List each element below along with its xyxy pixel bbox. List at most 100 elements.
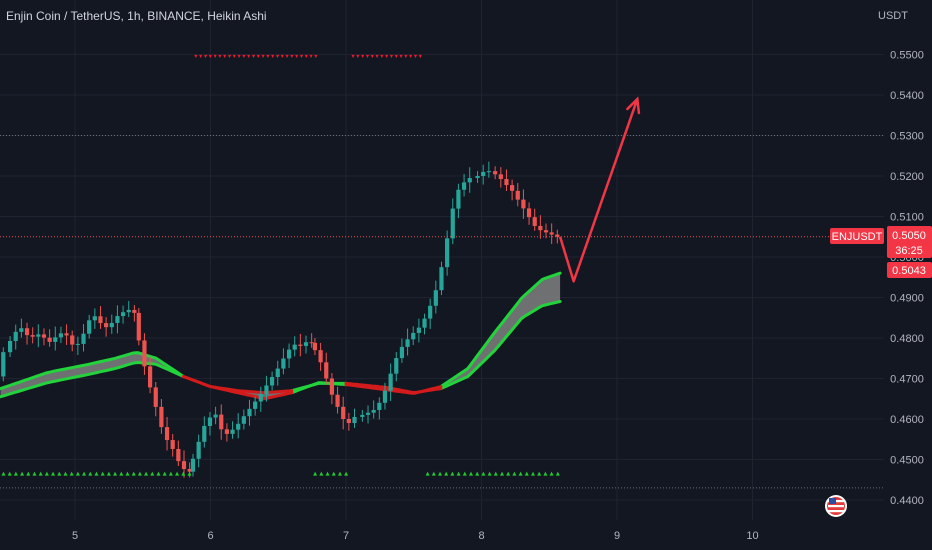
candle-body [526,208,532,218]
buy-signal-marker [13,471,18,476]
buy-signal-marker [57,471,62,476]
sell-signal-marker [356,54,360,59]
buy-signal-marker [313,471,318,476]
candle-body [190,458,196,472]
candle-body [543,230,549,233]
buy-signal-marker [487,471,492,476]
buy-signal-marker [462,471,467,476]
sell-signal-marker [199,54,203,59]
buy-signal-marker [26,471,31,476]
sell-signal-marker [194,54,198,59]
candle-body [41,334,47,338]
candle-body [53,337,58,342]
candle-body [281,358,286,369]
candle-body [510,185,515,191]
sell-signal-marker [251,54,256,59]
candle-body [341,406,346,419]
chart-grid [0,0,884,520]
candle-body [36,334,41,337]
secondary-price-tag: 0.5043 [887,262,932,278]
horizontal-levels [0,135,884,489]
sell-signal-marker [299,54,304,59]
candle-body [75,343,80,345]
buy-signal-marker [38,471,43,476]
candle-body [371,409,376,413]
buy-signal-marker [549,471,554,476]
candle-body [92,316,97,321]
sell-signal-marker [275,54,280,59]
candle-body [148,366,153,388]
buy-signal-marker [162,471,167,476]
candle-body [422,318,427,328]
ma-ribbon [0,271,562,401]
candle-body [126,309,131,313]
candle-body [335,394,340,407]
candle-body [456,189,461,209]
candle-body [292,344,297,350]
sell-signal-marker [380,54,384,59]
sell-signal-marker [409,54,413,59]
sell-signal-marker [271,54,275,59]
price-tick-label: 0.5300 [890,131,924,143]
candle-body [136,312,141,341]
candle-body [230,429,235,434]
price-tick-label: 0.4800 [890,333,924,345]
buy-signal-marker [187,471,192,476]
price-axis[interactable]: 0.55000.54000.53000.52000.51000.50000.49… [890,50,924,508]
candle-body [498,174,503,180]
buy-signal-marker [468,471,473,476]
buy-signal-marker [1,471,6,476]
price-tick-label: 0.4900 [890,293,924,305]
buy-signal-marker [125,471,130,476]
buy-signal-marker [493,471,498,476]
candle-body [170,440,175,449]
sell-signal-marker [418,54,422,59]
sell-signal-marker [213,54,217,59]
buy-signal-marker [499,471,504,476]
buy-signal-marker [506,471,511,476]
sell-signal-marker [314,54,318,59]
candle-body [19,328,24,332]
sell-signal-marker [385,54,389,59]
candles [1,161,560,478]
chart-title: Enjin Coin / TetherUS, 1h, BINANCE, Heik… [6,9,267,23]
candle-body [433,290,438,306]
candle-body [236,423,241,430]
sell-signal-marker [304,54,308,59]
candle-body [187,469,192,472]
price-tick-label: 0.5200 [890,171,924,183]
candle-body [207,417,213,426]
buy-signal-marker [555,471,560,476]
time-axis[interactable]: 5 6 7 8 9 10 [72,530,759,542]
us-flag-icon[interactable] [825,495,847,517]
candle-body [202,425,207,442]
buy-signal-marker [530,471,535,476]
candle-body [555,234,560,237]
buy-signal-marker [106,471,111,476]
sell-signal-marker [361,54,365,59]
candle-body [532,217,537,226]
candle-body [416,327,421,333]
buy-signal-marker [75,471,80,476]
bar-countdown: 36:25 [895,245,923,257]
buy-signal-marker [20,471,25,476]
sell-signal-marker [247,54,251,59]
sell-signal-marker [285,54,289,59]
candle-body [253,401,258,409]
candle-body [450,208,455,239]
price-tick-label: 0.5400 [890,90,924,102]
candle-body [481,171,486,176]
sell-signal-marker [365,54,370,59]
candle-body [352,416,357,424]
projection-arrowhead [626,96,641,115]
candle-body [196,441,201,459]
candle-body [504,179,509,186]
candle-body [30,335,35,337]
candle-body [303,342,309,346]
buy-signal-marker [543,471,548,476]
ribbon-line [290,381,348,393]
buy-signal-marker [32,471,37,476]
candle-body [241,416,246,424]
time-tick-label: 6 [207,530,213,542]
